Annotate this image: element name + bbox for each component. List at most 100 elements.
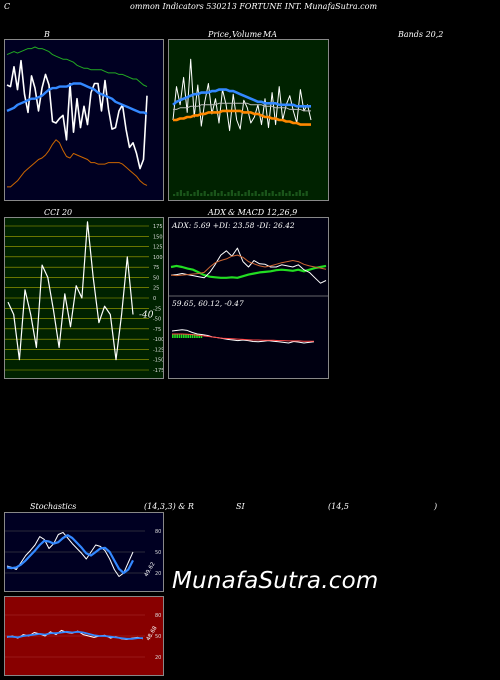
rsi-tick-label: 20 [155,655,161,661]
volume-bar [207,194,210,196]
volume-bar [305,191,308,196]
cci-tick-label: -150 [153,358,163,364]
rsi-tick-label: 50 [155,634,161,640]
cci-series [7,221,134,361]
label-stoch: Stochastics [30,502,77,511]
label-ma: MA [263,30,277,39]
adx-values-label: ADX: 5.69 +DI: 23.58 -DI: 26.42 [171,221,295,230]
volume-bar [193,192,196,196]
volume-bar [237,191,240,196]
bb-series-price [6,59,148,170]
macd-hist-bar [189,334,192,338]
stoch-series-d [6,534,134,575]
macd-hist-bar [194,334,196,338]
macd-hist-bar [178,334,181,338]
volume-bar [227,192,230,196]
macd-hist-bar [172,334,174,338]
volume-bar [281,190,284,196]
rsi-series-rsi_ma [7,630,143,640]
label-price: Price, [208,30,232,39]
cci-value-label: -40 [139,310,154,320]
macd-hist-bar [180,334,183,338]
ma-series-ma_blue [172,88,311,108]
ma-series-ma_grey [173,102,311,112]
volume-bar [261,192,264,196]
cci-panel: 175 150 125 100 75 50 25 0 -25 -50 -75 -100 -125 -150… [4,217,164,379]
label-rsi-close: ) [434,502,438,511]
volume-bar [247,190,250,196]
stoch-series-k [6,531,134,577]
adx-macd-chart: ADX: 5.69 +DI: 23.58 -DI: 26.42 59.65, 60… [169,218,328,378]
rsi-tick-label: 80 [155,613,161,619]
volume-bar [196,190,199,196]
volume-bar [213,190,216,196]
label-volume: Volume [232,30,262,39]
header-c: C [4,2,11,11]
ma-panel [168,39,329,201]
stochastics-panel: 80 50 20 49.62 [4,512,164,592]
volume-bar [241,194,244,196]
volume-bar [186,191,189,196]
macd-hist-bar [185,334,187,338]
volume-bar [292,194,295,196]
volume-bar [234,193,237,196]
cci-tick-label: -75 [153,327,161,333]
bb-series-lower [7,139,148,188]
volume-bar [254,191,257,196]
volume-bar [298,190,301,196]
cci-tick-label: 25 [153,286,159,292]
volume-bar [217,193,220,196]
volume-bar [179,190,182,196]
label-rsi: SI [236,502,245,511]
volume-bar [220,191,223,196]
stoch-tick-label: 50 [155,550,161,556]
cci-tick-label: 150 [153,234,163,240]
volume-bar [200,193,203,196]
macd-hist-bar [196,334,198,338]
volume-bar [275,194,278,196]
volume-bar [278,192,281,196]
volume-bar [183,193,186,196]
macd-series-signal [172,333,314,342]
label-macd: & MACD 12,26,9 [228,208,298,217]
macd-hist-bar [183,334,185,338]
cci-tick-label: 125 [153,245,163,251]
volume-bar [295,192,298,196]
cci-tick-label: 100 [153,255,163,261]
rsi-panel: 80 50 20 48.68 [4,596,164,676]
volume-bar [288,191,291,196]
bollinger-bg [5,40,163,200]
ma-series-price [172,58,312,132]
volume-bar [210,192,213,196]
macd-hist-bar [198,334,200,338]
volume-bar [302,193,305,196]
adx-series-minus_di [170,254,327,277]
label-cci: CCI 20 [44,208,73,217]
ma-bg [169,40,328,200]
bb-series-upper [6,46,148,88]
cci-tick-label: -100 [153,337,163,343]
macd-hist-bar [187,334,189,338]
adx-series-adx [170,264,327,279]
cci-tick-label: 175 [153,224,163,230]
adx-macd-panel: ADX: 5.69 +DI: 23.58 -DI: 26.42 59.65, 60… [168,217,329,379]
cci-tick-label: -125 [153,347,163,353]
cci-tick-label: 50 [153,275,159,281]
watermark: MunafaSutra.com [172,568,379,594]
cci-tick-label: -50 [153,317,161,323]
cci-tick-label: 0 [153,296,156,302]
volume-bar [251,193,254,196]
volume-bar [230,190,233,196]
macd-hist-bar [174,334,176,338]
cci-tick-label: -175 [153,368,163,374]
page-title: ommon Indicators 530213 FORTUNE INT. Mun… [130,2,378,11]
macd-hist-bar [176,334,178,338]
stoch-tick-label: 80 [155,529,161,535]
label-adx: ADX [208,208,226,217]
volume-bar [271,191,274,196]
volume-bar [176,192,179,196]
volume-bar [258,194,261,196]
volume-bar [190,194,193,196]
